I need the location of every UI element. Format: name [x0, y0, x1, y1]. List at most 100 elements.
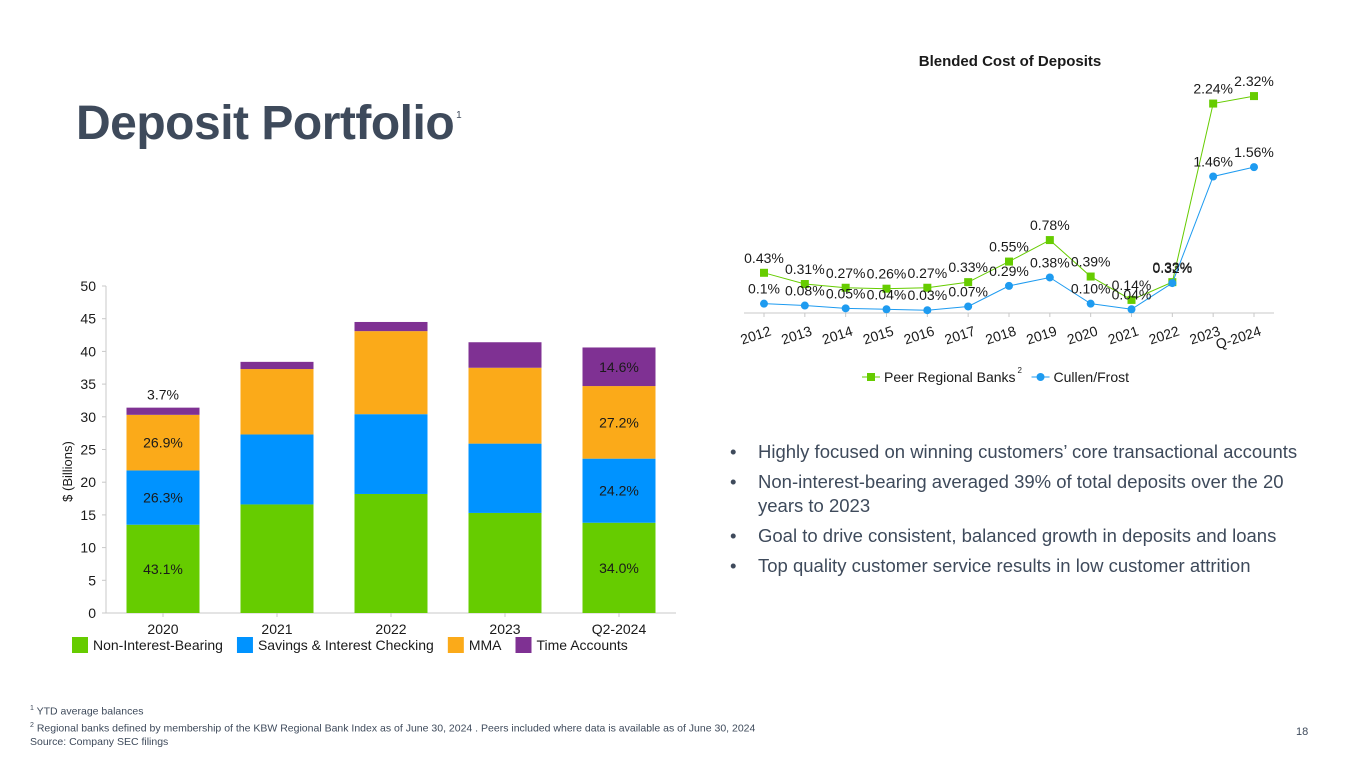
data-point [1005, 257, 1013, 266]
data-label: 0.38% [1030, 254, 1070, 270]
legend-label: Peer Regional Banks [884, 369, 1016, 385]
data-point [800, 301, 809, 310]
bar-segment [240, 361, 314, 370]
data-label: 0.43% [744, 250, 784, 266]
deposit-bar-chart: 0 5 10 15 20 25 30 35 40 45 50 $ (Billions) 2020 2021… [60, 278, 676, 653]
bar-segment [582, 522, 656, 613]
data-point [760, 299, 768, 308]
bullet-item: Non-interest-bearing averaged 39% of tot… [730, 470, 1320, 518]
y-tick-label: 25 [80, 442, 96, 458]
data-point [1250, 163, 1258, 172]
x-tick-label: 2020 [147, 621, 178, 637]
data-point [1045, 236, 1054, 245]
data-label: 0.27% [826, 265, 866, 281]
data-label: 34.0% [599, 560, 639, 576]
bar-segment [468, 443, 542, 513]
legend-footnote-mark: 2 [1018, 366, 1023, 375]
data-label: 2.24% [1193, 81, 1233, 97]
data-point [800, 280, 809, 289]
data-label: 0.04% [1112, 286, 1152, 302]
legend-label: Cullen/Frost [1054, 369, 1130, 385]
bar-segment [468, 342, 542, 368]
page-number: 18 [1296, 726, 1309, 738]
bar-segment [126, 407, 200, 415]
bar-segment [582, 347, 656, 387]
x-tick-label: 2022 [375, 621, 406, 637]
key-points-list: Highly focused on winning customers’ cor… [730, 440, 1320, 584]
bar-segment [582, 458, 656, 523]
legend-label: Time Accounts [537, 637, 628, 653]
data-label: 1.46% [1193, 153, 1233, 169]
legend-marker [1036, 373, 1045, 381]
data-label: 0.33% [1152, 259, 1192, 275]
bar-segment [354, 414, 428, 494]
data-point [760, 268, 768, 277]
data-point [841, 283, 850, 292]
page-title: Deposit Portfolio 1 [76, 96, 462, 151]
data-label: 0.14% [1112, 277, 1152, 293]
data-point [1127, 295, 1136, 304]
x-tick-label: 2018 [983, 323, 1018, 348]
bullet-item: Goal to drive consistent, balanced growt… [730, 524, 1320, 548]
data-label: 0.1% [748, 281, 780, 297]
legend-swatch [72, 637, 88, 653]
bar-segment [468, 512, 542, 613]
bar-segment [240, 504, 314, 613]
data-label: 0.03% [907, 287, 947, 303]
y-tick-label: 15 [80, 507, 96, 523]
data-point [1209, 172, 1218, 181]
x-tick-label: 2021 [261, 621, 292, 637]
bar-segment [468, 367, 542, 444]
data-label: 0.10% [1071, 281, 1111, 297]
data-label: 0.29% [989, 263, 1029, 279]
data-point [1005, 281, 1013, 290]
data-point [1209, 99, 1218, 108]
x-tick-label: 2014 [820, 323, 855, 348]
x-tick-label: 2012 [738, 323, 773, 348]
x-tick-label: 2023 [489, 621, 520, 637]
footnote-1: 1 YTD average balances [30, 705, 144, 718]
data-label: 43.1% [143, 561, 183, 577]
bar-segment [240, 369, 314, 435]
x-tick-label: 2021 [1106, 323, 1141, 348]
bar-segment [126, 470, 200, 525]
data-point [923, 283, 932, 292]
bar-segment [354, 321, 428, 332]
data-point [1045, 273, 1054, 282]
data-point [1086, 299, 1095, 308]
data-point [964, 278, 973, 287]
y-tick-label: 5 [88, 572, 96, 588]
y-tick-label: 40 [80, 343, 96, 359]
y-axis-title: $ (Billions) [60, 441, 75, 502]
bullet-item: Highly focused on winning customers’ cor… [730, 440, 1320, 464]
y-tick-label: 10 [80, 540, 96, 556]
data-label: 0.32% [1152, 260, 1192, 276]
data-point [882, 284, 891, 293]
data-label: 0.04% [867, 286, 907, 302]
data-point [882, 305, 891, 314]
x-tick-label: 2015 [861, 323, 896, 348]
bar-segment [354, 493, 428, 613]
line-chart-title: Blended Cost of Deposits [919, 53, 1102, 70]
data-point [1127, 305, 1136, 314]
data-label: 0.27% [907, 265, 947, 281]
data-point [1086, 272, 1095, 281]
data-label: 0.55% [989, 239, 1029, 255]
y-tick-label: 30 [80, 409, 96, 425]
legend-swatch [236, 637, 253, 653]
x-tick-label: 2019 [1024, 323, 1059, 348]
bar-segment [582, 386, 656, 459]
data-point [1250, 92, 1258, 101]
data-point [1168, 279, 1177, 288]
x-tick-label: 2020 [1065, 323, 1100, 348]
x-tick-label: 2017 [943, 323, 978, 348]
data-label: 24.2% [599, 483, 639, 499]
x-tick-label: 2013 [779, 323, 814, 348]
data-point [841, 304, 850, 313]
y-tick-label: 50 [80, 278, 96, 294]
legend-swatch [447, 637, 464, 653]
data-label: 0.26% [867, 266, 907, 282]
data-label: 0.05% [826, 285, 866, 301]
blended-cost-line-chart: Blended Cost of Deposits 2012 2013 2014 201… [738, 53, 1274, 385]
legend-label: Non-Interest-Bearing [93, 637, 223, 653]
